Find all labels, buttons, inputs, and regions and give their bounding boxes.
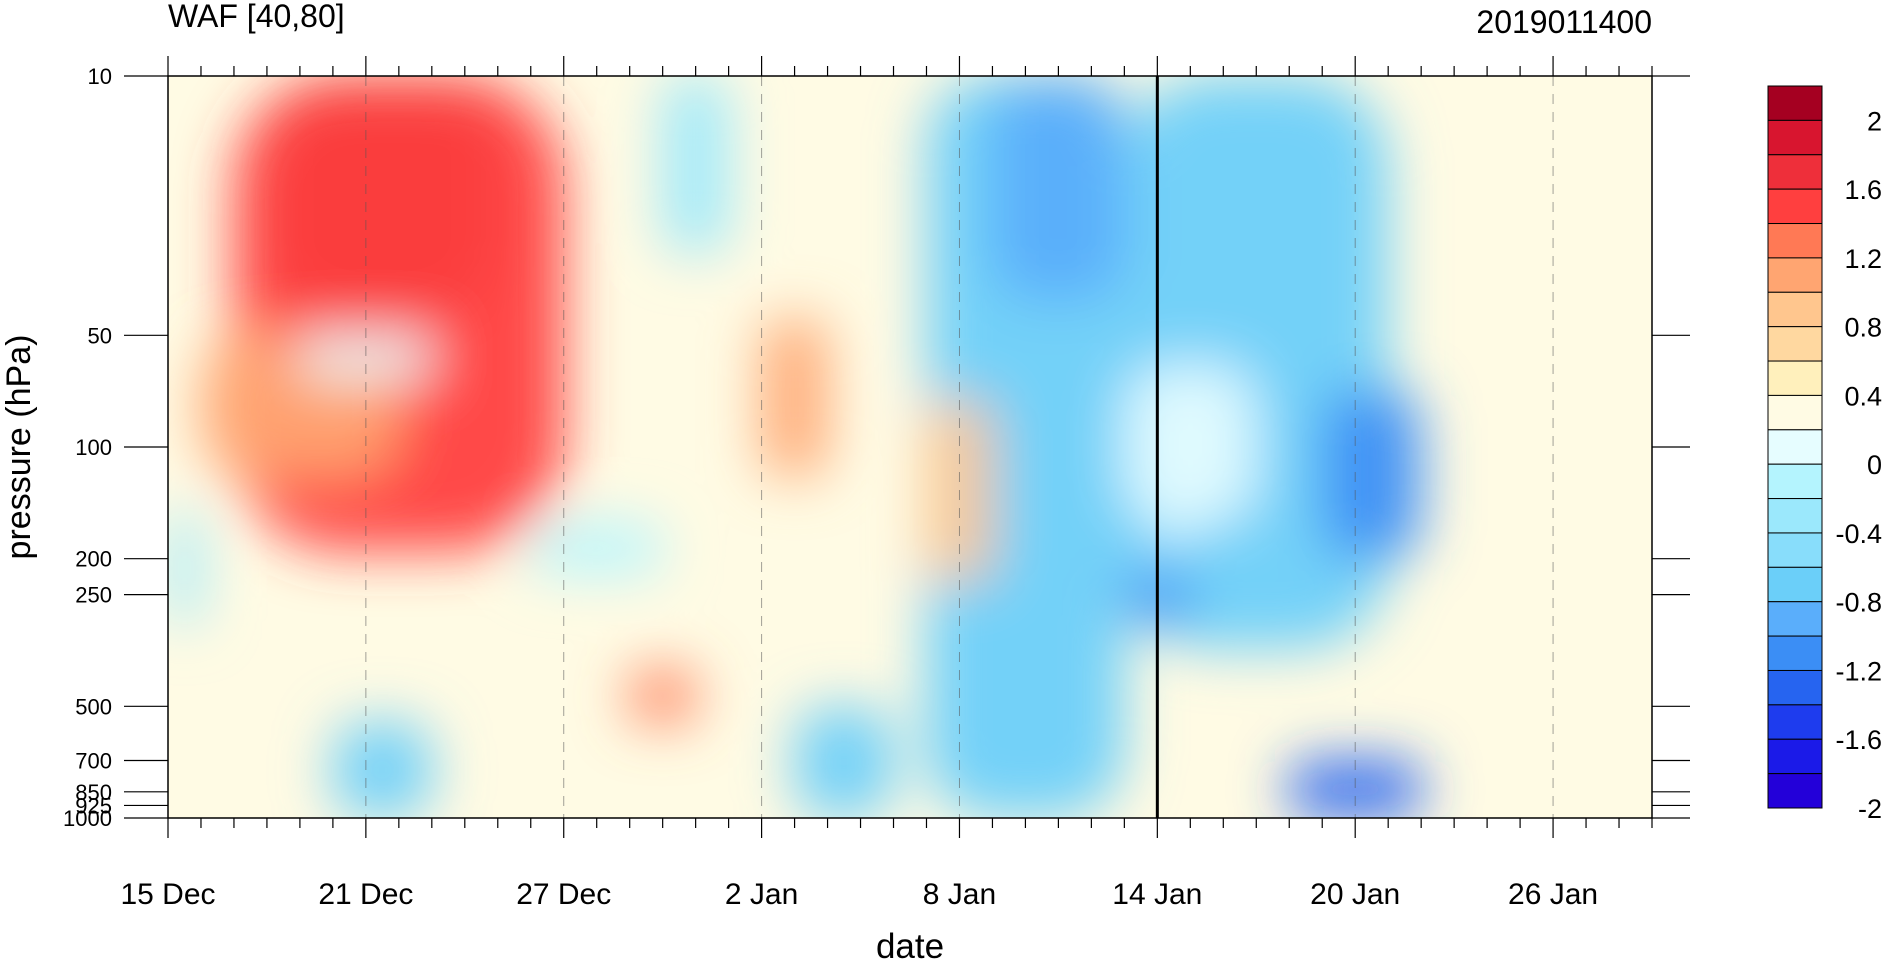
x-axis-ticks: 15 Dec 21 Dec 27 Dec 2 Jan 8 Jan 14 Jan 20 Jan… xyxy=(120,56,1653,911)
x-tick-label: 26 Jan xyxy=(1508,878,1598,911)
colorbar-swatch xyxy=(1767,773,1823,809)
title-right: 2019011400 xyxy=(1476,4,1652,40)
plot-area xyxy=(168,76,1652,818)
colorbar-swatch xyxy=(1767,463,1823,500)
colorbar-label: -0.8 xyxy=(1835,588,1882,618)
colorbar-label: 2 xyxy=(1867,106,1882,136)
colorbar-label: -1.2 xyxy=(1835,656,1882,686)
field-region xyxy=(1322,389,1422,559)
y-tick-label: 925 xyxy=(75,793,112,818)
field-region xyxy=(1157,512,1191,542)
colorbar-swatch xyxy=(1767,360,1823,396)
colorbar-swatch xyxy=(1767,394,1823,431)
colorbar-label: -1.6 xyxy=(1835,725,1882,755)
colorbar-swatch xyxy=(1767,291,1823,328)
field-region xyxy=(233,76,564,551)
colorbar-swatch xyxy=(1767,188,1823,225)
colorbar-swatch xyxy=(1767,257,1823,293)
colorbar-swatch xyxy=(1767,669,1823,706)
y-tick-label: 200 xyxy=(75,547,112,572)
colorbar-label: 0.4 xyxy=(1844,381,1882,411)
x-tick-label: 21 Dec xyxy=(318,878,413,911)
colorbar-swatch xyxy=(1767,566,1823,603)
x-axis-label: date xyxy=(876,927,944,961)
title-left: WAF [40,80] xyxy=(168,0,345,34)
colorbar-label: 1.6 xyxy=(1844,175,1882,205)
x-tick-label: 14 Jan xyxy=(1112,878,1202,911)
field-region xyxy=(1289,760,1422,818)
colorbar-swatch xyxy=(1767,154,1823,190)
field-region xyxy=(794,706,894,818)
x-tick-label: 8 Jan xyxy=(923,878,996,911)
x-tick-label: 2 Jan xyxy=(725,878,798,911)
colorbar-swatch xyxy=(1767,119,1823,156)
colorbar-swatch xyxy=(1767,326,1823,362)
waf-field xyxy=(168,76,1422,818)
y-tick-label: 250 xyxy=(75,583,112,608)
field-region xyxy=(530,522,663,575)
colorbar-swatch xyxy=(1767,601,1823,637)
colorbar-swatch xyxy=(1767,738,1823,775)
colorbar-swatch xyxy=(1767,498,1823,534)
y-tick-label: 500 xyxy=(75,694,112,719)
colorbar-label: 1.2 xyxy=(1844,244,1882,274)
colorbar-swatch xyxy=(1767,85,1823,121)
y-tick-label: 10 xyxy=(88,64,112,89)
x-tick-label: 15 Dec xyxy=(120,878,215,911)
colorbar-label: -0.4 xyxy=(1835,519,1882,549)
field-region xyxy=(1124,76,1389,649)
colorbar-swatch xyxy=(1767,429,1823,465)
y-tick-label: 700 xyxy=(75,749,112,774)
y-tick-label: 50 xyxy=(88,323,112,348)
colorbar-swatch xyxy=(1767,223,1823,259)
field-region xyxy=(662,76,729,254)
field-region xyxy=(992,76,1125,300)
colorbar-label: 0 xyxy=(1867,450,1882,480)
field-region xyxy=(168,512,201,625)
field-region xyxy=(761,318,828,477)
field-region xyxy=(299,335,432,378)
y-tick-label: 100 xyxy=(75,435,112,460)
colorbar-label: -2 xyxy=(1858,794,1882,824)
y-tick-label: 850 xyxy=(75,780,112,805)
colorbar-swatch xyxy=(1767,532,1823,568)
field-region xyxy=(629,670,696,722)
field-region xyxy=(332,721,432,818)
x-tick-label: 27 Dec xyxy=(516,878,611,911)
colorbar: 2 1.6 1.2 0.8 0.4 0 -0.4 -0.8 -1.2 -1.6 -2 xyxy=(1767,85,1882,824)
field-region xyxy=(1124,364,1257,523)
colorbar-swatch xyxy=(1767,635,1823,671)
colorbar-swatch xyxy=(1767,704,1823,740)
y-axis-label: pressure (hPa) xyxy=(0,335,38,560)
x-tick-label: 20 Jan xyxy=(1310,878,1400,911)
colorbar-label: 0.8 xyxy=(1844,313,1882,343)
y-tick-label: 1000 xyxy=(63,806,112,831)
